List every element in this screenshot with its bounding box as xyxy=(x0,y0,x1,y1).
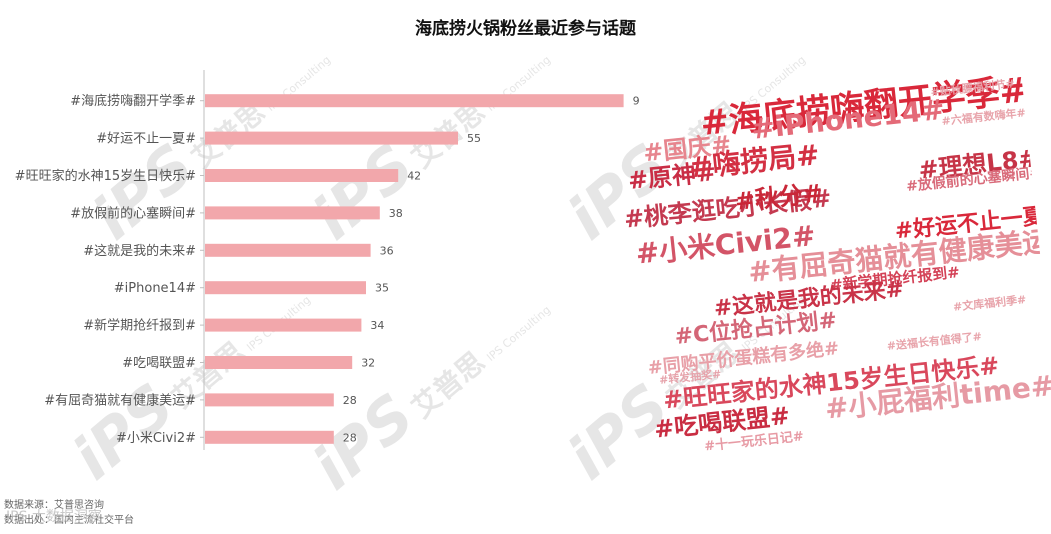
footer-source: 数据来源：艾普思咨询 xyxy=(4,500,104,511)
chart-title: 海底捞火锅粉丝最近参与话题 xyxy=(415,19,636,39)
footer-brand: IPS 大数据洞察 xyxy=(6,509,102,525)
bar xyxy=(205,393,334,407)
data-label: 32 xyxy=(361,357,375,370)
bar xyxy=(205,131,458,145)
data-label: 36 xyxy=(380,244,394,257)
footer-origin: 数据出处：国内主流社交平台 xyxy=(4,515,134,526)
word-cloud-term: #送福长有值得了# xyxy=(886,329,983,353)
data-label: 38 xyxy=(389,207,403,220)
bar xyxy=(205,356,353,369)
bar xyxy=(205,243,371,257)
category-label: #旺旺家的水神15岁生日快乐# xyxy=(15,168,196,184)
footer: 数据来源：艾普思咨询 数据出处：国内主流社交平台 xyxy=(4,498,134,528)
bar xyxy=(205,169,399,182)
category-label: #吃喝联盟# xyxy=(122,355,196,371)
data-label: 55 xyxy=(467,132,481,145)
bar xyxy=(205,94,624,108)
category-label: #这就是我的未来# xyxy=(83,243,196,259)
data-label: 28 xyxy=(343,394,357,407)
bar-chart: #海底捞嗨翻开学季# 91 #好运不止一夏# 55 #旺旺家的水神15岁生日快乐# 42 #… xyxy=(15,70,640,450)
category-label: #有屈奇猫就有健康美运# xyxy=(44,392,196,408)
data-label: 28 xyxy=(343,431,357,444)
category-label: #新学期抢纤报到# xyxy=(83,318,196,334)
bar xyxy=(205,430,334,444)
category-label: #好运不止一夏# xyxy=(96,132,196,147)
bar xyxy=(205,206,380,220)
category-label: #iPhone14# xyxy=(114,281,196,296)
data-label: 91 xyxy=(633,95,640,108)
bar xyxy=(205,318,362,332)
category-label: #放假前的心塞瞬间# xyxy=(70,205,196,221)
data-label: 35 xyxy=(375,282,389,295)
category-label: #海底捞嗨翻开学季# xyxy=(70,93,196,109)
data-label: 42 xyxy=(407,170,421,183)
category-label: #小米Civi2# xyxy=(116,431,196,446)
bar xyxy=(205,281,366,295)
word-cloud: #海底捞嗨翻开学季# #国庆# #iPhone14# #原神# #嗨捞局# #桃李逛吃小长… xyxy=(611,67,1051,460)
word-cloud-term: #文库福利季# xyxy=(952,293,1027,314)
data-label: 34 xyxy=(370,319,384,332)
